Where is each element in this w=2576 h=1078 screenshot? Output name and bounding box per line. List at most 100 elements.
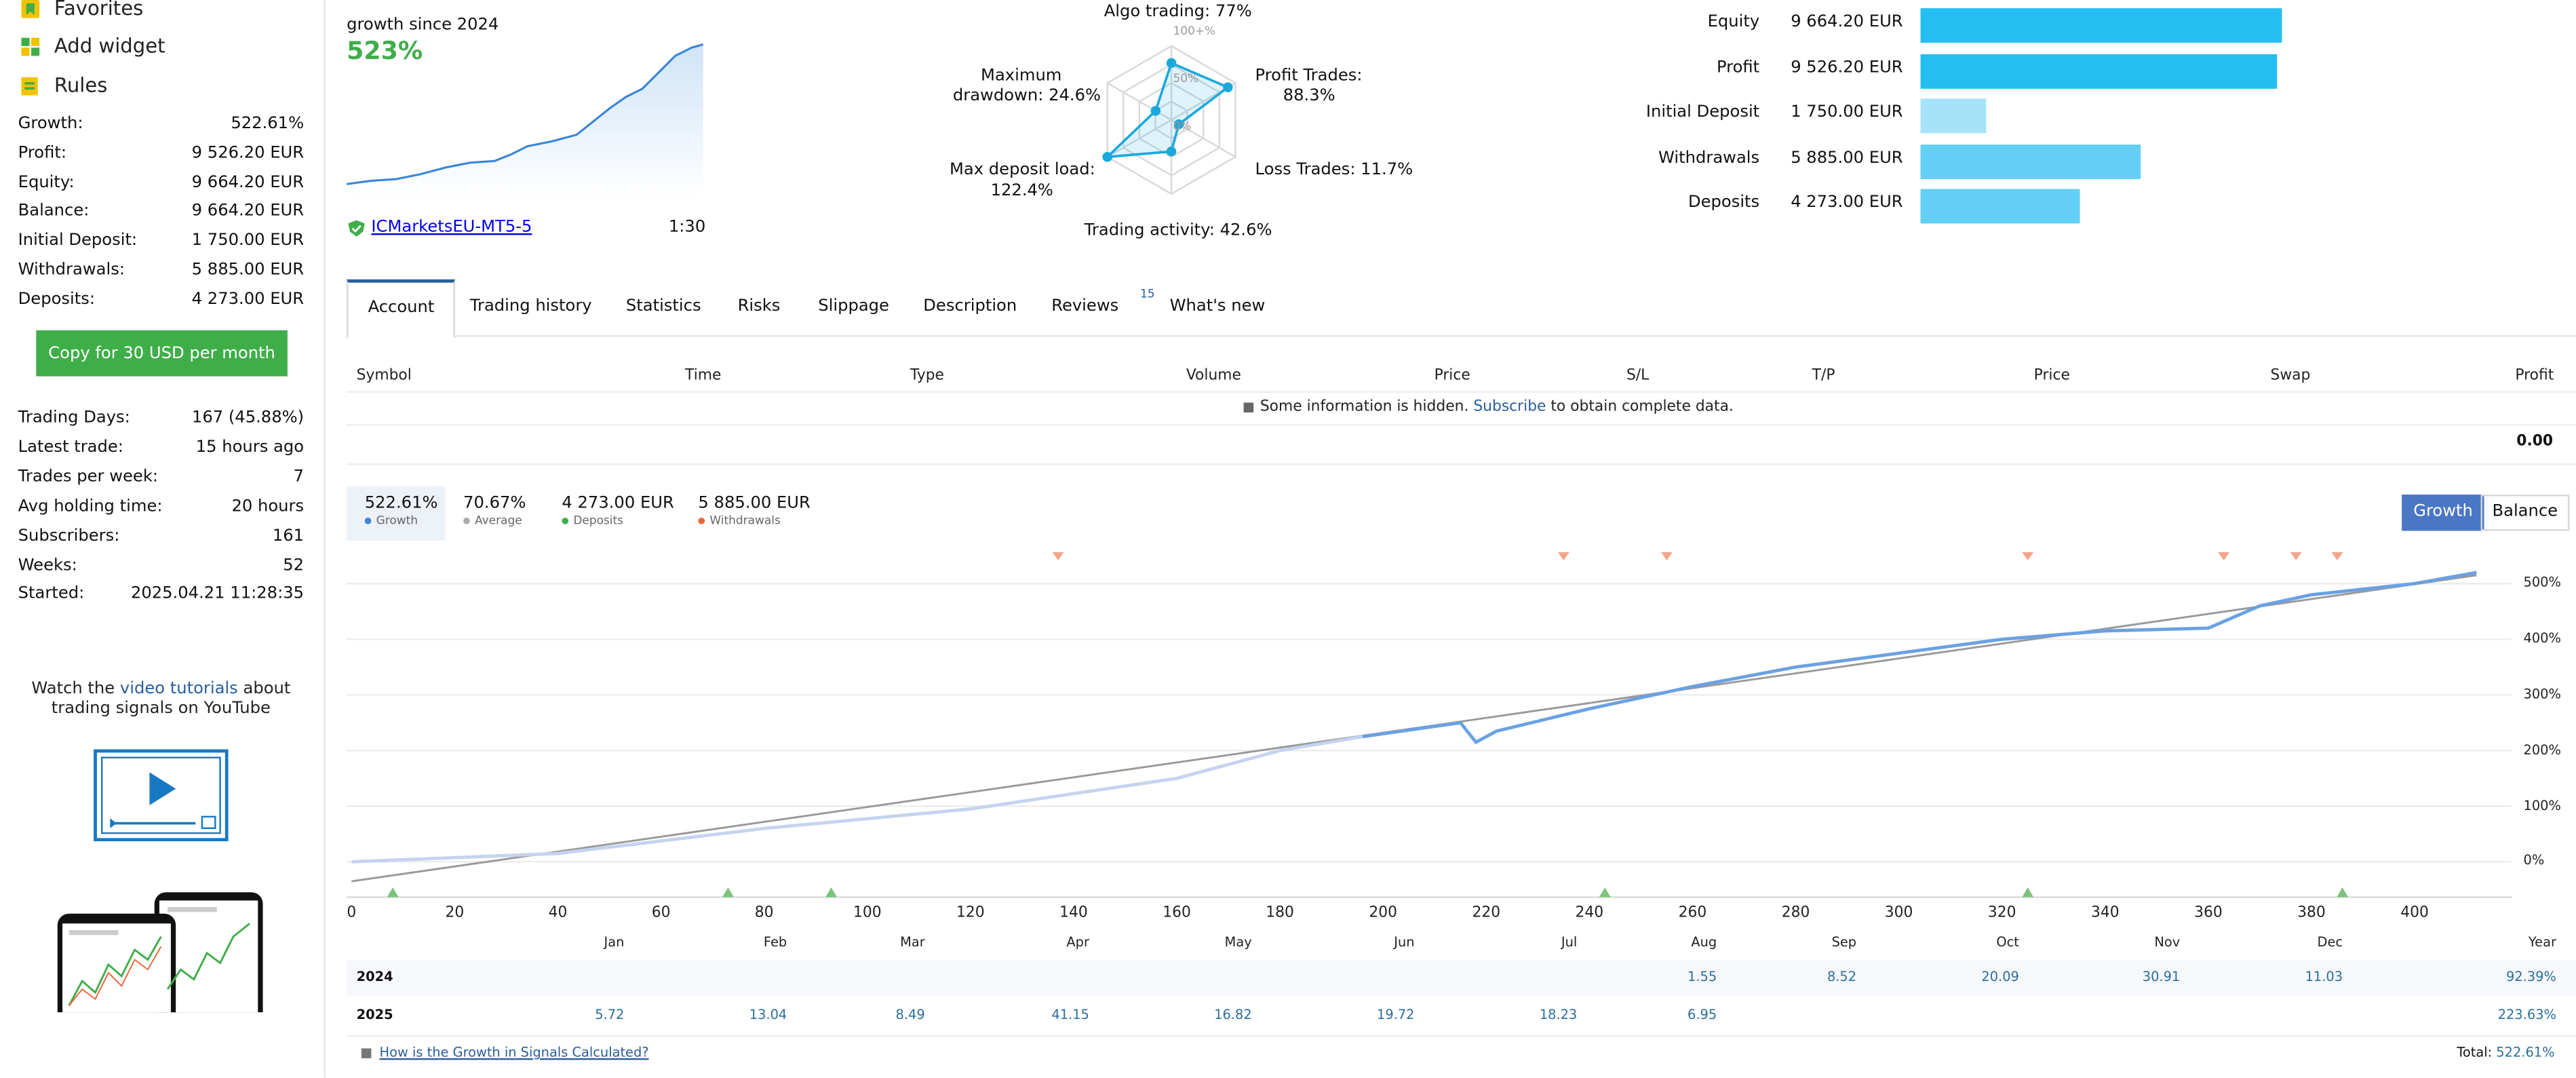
radar-scale-100: 100+%	[1173, 24, 1216, 38]
month-cell: 5.72	[595, 1007, 625, 1022]
stat-row: Trading Days: 167 (45.88%)	[18, 409, 304, 427]
x-tick-label: 200	[1369, 905, 1398, 922]
month-header: Sep	[1831, 935, 1857, 950]
reviews-count-badge: 15	[1140, 287, 1155, 301]
radar-drawdown-label: Maximum	[981, 67, 1062, 85]
legend-value: 5 885.00 EUR	[698, 495, 811, 513]
month-cell: 16.82	[1214, 1007, 1252, 1022]
radar-point	[1166, 146, 1177, 157]
stat-label: Withdrawals:	[18, 261, 125, 280]
legend-value: 70.67%	[463, 495, 526, 513]
legend-dot-icon	[698, 517, 705, 524]
growth-line-early	[351, 735, 1363, 864]
stat-value: 1 750.00 EUR	[191, 231, 305, 250]
tab-trading-history[interactable]: Trading history	[450, 280, 612, 334]
x-tick-label: 220	[1472, 905, 1501, 922]
favorites-menu-item[interactable]: Favorites	[20, 0, 143, 20]
withdrawal-marker	[2218, 552, 2230, 560]
tab-what-s-new[interactable]: What's new	[1150, 280, 1285, 334]
growth-chart	[347, 552, 2512, 898]
copy-subscribe-button[interactable]: Copy for 30 USD per month	[36, 330, 288, 377]
stat-value: 9 664.20 EUR	[191, 173, 305, 192]
subscribe-link[interactable]: Subscribe	[1473, 399, 1546, 416]
legend-label: Average	[475, 514, 522, 528]
x-tick-label: 100	[853, 905, 882, 922]
tab-account[interactable]: Account	[347, 279, 456, 339]
radar-point	[1223, 82, 1233, 92]
withdrawal-marker	[1557, 552, 1569, 560]
promo-text-after: about trading signals on YouTube	[51, 680, 291, 718]
month-header: Jan	[604, 935, 625, 950]
tab-label: Account	[368, 299, 435, 317]
add-widget-menu-item[interactable]: Add widget	[20, 35, 165, 58]
legend-item[interactable]: 4 273.00 EUR Deposits	[562, 486, 674, 549]
year-row: 2024 1.55 8.52 20.09 30.91 11.03 92.39%	[347, 959, 2576, 996]
legend-value: 522.61%	[364, 495, 438, 513]
stat-row: Balance: 9 664.20 EUR	[18, 203, 304, 221]
deposit-marker	[1599, 887, 1611, 898]
table-divider	[347, 463, 2576, 465]
deposit-marker	[2337, 887, 2349, 898]
column-header: Volume	[1186, 368, 1241, 385]
month-cell: 20.09	[1981, 969, 2019, 984]
balance-toggle-button[interactable]: Balance	[2480, 495, 2570, 531]
stat-value: 9 526.20 EUR	[191, 144, 305, 163]
tab-reviews[interactable]: Reviews 15	[1032, 280, 1154, 334]
stat-row: Withdrawals: 5 885.00 EUR	[18, 261, 304, 280]
month-cell: 6.95	[1687, 1007, 1717, 1022]
month-header: Dec	[2317, 935, 2343, 950]
tab-label: Statistics	[625, 297, 701, 316]
month-header: Apr	[1066, 935, 1089, 950]
deposit-marker	[2022, 887, 2034, 898]
bookmark-icon	[21, 0, 40, 18]
withdrawal-marker	[2331, 552, 2343, 560]
stat-label: Subscribers:	[18, 526, 120, 545]
legend-label: Growth	[376, 514, 418, 528]
column-header: T/P	[1812, 368, 1835, 385]
growth-toggle-button[interactable]: Growth	[2402, 495, 2484, 531]
broker-link[interactable]: ICMarketsEU-MT5-5	[371, 218, 532, 237]
stat-label: Weeks:	[18, 556, 77, 575]
month-cell: 92.39%	[2506, 969, 2556, 984]
profit-total: 0.00	[2516, 434, 2554, 450]
bar-value: 5 885.00 EUR	[1791, 149, 1903, 167]
legend-item[interactable]: 522.61% Growth	[347, 486, 446, 541]
x-tick-label: 140	[1059, 905, 1088, 922]
tab-bar: Account Trading history Statistics Risks Sli…	[347, 279, 2576, 339]
hidden-info-message: Some information is hidden. Subscribe to…	[1243, 399, 1734, 416]
radar-point	[1166, 58, 1177, 69]
video-player-icon[interactable]	[94, 749, 229, 842]
stat-row: Profit: 9 526.20 EUR	[18, 145, 304, 163]
month-cell: 41.15	[1051, 1007, 1089, 1022]
stat-row: Initial Deposit: 1 750.00 EUR	[18, 232, 304, 250]
legend-dot-icon	[562, 517, 569, 524]
stat-label: Balance:	[18, 202, 90, 221]
stat-row: Weeks: 52	[18, 556, 304, 575]
growth-calc-link[interactable]: How is the Growth in Signals Calculated?	[379, 1045, 649, 1060]
x-tick-label: 80	[754, 905, 774, 922]
favorites-label: Favorites	[54, 0, 144, 20]
tab-risks[interactable]: Risks	[718, 280, 800, 334]
tab-description[interactable]: Description	[903, 280, 1036, 334]
month-cell: 18.23	[1539, 1007, 1578, 1022]
x-tick-label: 60	[651, 905, 671, 922]
bar-label: Initial Deposit	[1645, 103, 1760, 122]
stat-label: Equity:	[18, 173, 75, 192]
column-header: Time	[685, 368, 722, 385]
tab-statistics[interactable]: Statistics	[606, 280, 721, 334]
total-label: Total:	[2457, 1045, 2493, 1060]
legend-item[interactable]: 70.67% Average	[463, 486, 526, 549]
tab-slippage[interactable]: Slippage	[798, 280, 909, 334]
stat-label: Avg holding time:	[18, 497, 163, 516]
month-header: Aug	[1691, 935, 1717, 950]
legend-dot-icon	[364, 517, 372, 524]
radar-point	[1150, 106, 1161, 116]
video-tutorials-link[interactable]: video tutorials	[119, 680, 238, 699]
rules-menu-item[interactable]: Rules	[20, 74, 107, 97]
legend-item[interactable]: 5 885.00 EUR Withdrawals	[698, 486, 811, 549]
rules-label: Rules	[54, 73, 108, 97]
stat-label: Trades per week:	[18, 467, 159, 486]
widget-icon	[21, 37, 40, 56]
total-value: 522.61%	[2496, 1045, 2555, 1060]
stat-value: 5 885.00 EUR	[191, 261, 305, 280]
